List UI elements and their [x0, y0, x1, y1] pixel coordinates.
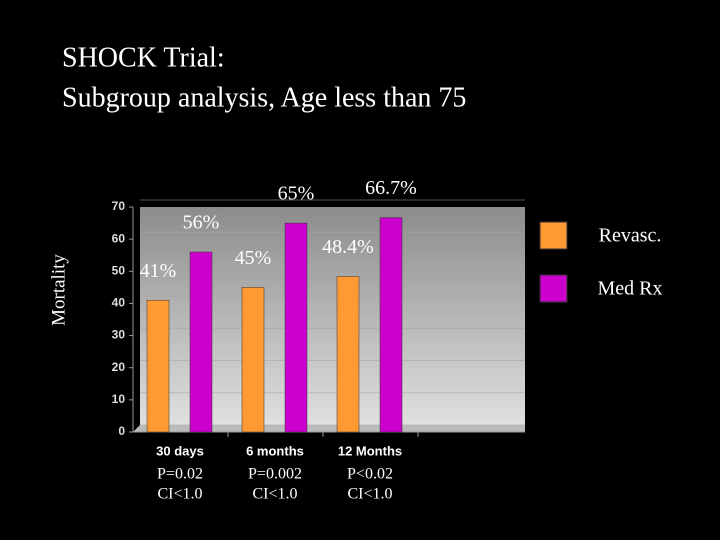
- annotation: P=0.002: [248, 466, 302, 483]
- legend-label: Revasc.: [599, 225, 662, 247]
- subtitle: Subgroup analysis, Age less than 75: [62, 82, 466, 113]
- annotation: P<0.02: [347, 466, 393, 483]
- plot-floor: [133, 425, 525, 432]
- y-tick-label: 60: [112, 231, 126, 245]
- bar: [241, 287, 265, 433]
- legend-swatch: [539, 221, 568, 250]
- value-label: 41%: [140, 260, 177, 282]
- annotation: CI<1.0: [157, 486, 202, 503]
- value-label: 48.4%: [322, 236, 374, 258]
- y-tick-label: 0: [118, 424, 125, 438]
- y-tick-label: 30: [112, 328, 126, 342]
- y-tick-label: 20: [112, 360, 126, 374]
- value-label: 56%: [183, 212, 220, 234]
- bar: [146, 299, 170, 433]
- x-tick-label: 12 Months: [338, 443, 402, 458]
- plot-wall: [140, 207, 525, 425]
- bar: [336, 276, 360, 433]
- y-tick-label: 50: [112, 263, 126, 277]
- title: SHOCK Trial:: [62, 42, 225, 73]
- annotation: P=0.02: [157, 466, 203, 483]
- annotation: CI<1.0: [347, 486, 392, 503]
- x-tick-label: 30 days: [156, 443, 204, 458]
- y-tick-label: 70: [112, 199, 126, 213]
- x-tick-label: 6 months: [246, 443, 304, 458]
- value-label: 66.7%: [365, 177, 417, 199]
- legend-label: Med Rx: [598, 278, 663, 300]
- bar: [189, 251, 213, 433]
- y-axis-label: Mortality: [48, 254, 69, 326]
- value-label: 65%: [278, 183, 315, 205]
- bar: [284, 222, 308, 433]
- y-tick-label: 40: [112, 296, 126, 310]
- y-tick-label: 10: [112, 392, 126, 406]
- bar: [379, 217, 403, 433]
- annotation: CI<1.0: [252, 486, 297, 503]
- legend-swatch: [539, 274, 568, 303]
- value-label: 45%: [235, 247, 272, 269]
